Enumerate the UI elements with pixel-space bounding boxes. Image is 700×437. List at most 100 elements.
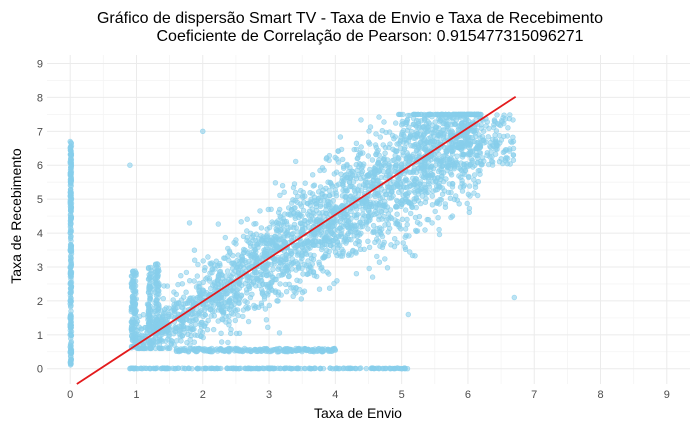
scatter-point bbox=[270, 274, 276, 281]
scatter-point bbox=[356, 365, 363, 372]
scatter-point bbox=[340, 365, 347, 371]
scatter-point bbox=[409, 204, 415, 210]
scatter-point bbox=[267, 248, 273, 255]
scatter-point bbox=[381, 119, 387, 125]
scatter-point bbox=[186, 220, 193, 226]
scatter-point bbox=[288, 200, 295, 206]
scatter-point bbox=[337, 134, 344, 140]
scatter-point bbox=[200, 258, 206, 264]
scatter-point bbox=[332, 347, 339, 353]
scatter-point bbox=[374, 149, 380, 156]
scatter-point bbox=[154, 316, 160, 322]
scatter-point bbox=[330, 237, 337, 244]
scatter-point bbox=[232, 317, 239, 324]
scatter-point bbox=[288, 248, 294, 255]
scatter-point bbox=[67, 257, 74, 263]
scatter-point bbox=[507, 112, 513, 118]
scatter-point bbox=[234, 272, 240, 279]
scatter-point bbox=[347, 365, 353, 371]
scatter-point bbox=[293, 158, 299, 165]
scatter-point bbox=[327, 347, 334, 353]
scatter-point bbox=[211, 326, 217, 333]
scatter-point bbox=[393, 120, 399, 126]
scatter-point bbox=[188, 295, 194, 301]
scatter-point bbox=[316, 286, 323, 292]
scatter-point bbox=[374, 205, 380, 211]
scatter-point bbox=[359, 199, 365, 205]
scatter-point bbox=[383, 207, 389, 214]
scatter-point bbox=[277, 281, 283, 287]
scatter-point bbox=[67, 298, 73, 304]
scatter-point bbox=[416, 213, 423, 220]
scatter-point bbox=[236, 285, 243, 291]
scatter-point bbox=[184, 300, 191, 306]
scatter-point bbox=[362, 184, 369, 191]
scatter-point bbox=[365, 238, 371, 245]
x-tick-label: 1 bbox=[133, 389, 139, 401]
scatter-point bbox=[232, 297, 239, 303]
scatter-point bbox=[226, 318, 232, 324]
scatter-point bbox=[221, 348, 228, 354]
scatter-point bbox=[262, 247, 269, 253]
scatter-point bbox=[295, 249, 301, 255]
scatter-point bbox=[236, 299, 242, 306]
scatter-point bbox=[322, 346, 328, 352]
scatter-point bbox=[224, 268, 231, 274]
scatter-point bbox=[312, 365, 319, 371]
scatter-point bbox=[475, 111, 482, 118]
scatter-point bbox=[375, 238, 382, 244]
scatter-point bbox=[402, 137, 408, 143]
scatter-point bbox=[265, 324, 271, 330]
scatter-point bbox=[473, 146, 479, 152]
scatter-point bbox=[429, 163, 435, 169]
scatter-point bbox=[382, 150, 388, 156]
scatter-point bbox=[377, 243, 383, 249]
scatter-point bbox=[233, 237, 239, 243]
scatter-point bbox=[217, 346, 223, 352]
scatter-point bbox=[284, 228, 291, 234]
scatter-point bbox=[410, 175, 416, 182]
scatter-point bbox=[372, 142, 379, 148]
scatter-point bbox=[327, 365, 333, 371]
scatter-point bbox=[400, 240, 406, 246]
scatter-point bbox=[496, 132, 503, 139]
scatter-point bbox=[293, 225, 299, 231]
scatter-point bbox=[68, 177, 75, 183]
scatter-point bbox=[278, 214, 284, 221]
scatter-point bbox=[425, 118, 431, 125]
scatter-point bbox=[225, 245, 231, 252]
scatter-point bbox=[387, 191, 393, 197]
scatter-point bbox=[351, 146, 357, 153]
scatter-point bbox=[333, 217, 339, 224]
scatter-point bbox=[156, 268, 162, 274]
scatter-point bbox=[172, 324, 178, 330]
scatter-point bbox=[181, 326, 187, 332]
scatter-point bbox=[67, 327, 74, 334]
scatter-point bbox=[376, 200, 382, 207]
scatter-point bbox=[207, 270, 213, 276]
scatter-point bbox=[179, 365, 186, 371]
scatter-point bbox=[68, 152, 74, 158]
scatter-point bbox=[155, 308, 161, 314]
scatter-point bbox=[302, 242, 308, 249]
scatter-point bbox=[219, 292, 225, 299]
scatter-point bbox=[339, 246, 345, 253]
regression-line bbox=[76, 95, 517, 385]
scatter-point bbox=[275, 289, 282, 295]
scatter-point bbox=[339, 203, 345, 209]
scatter-point bbox=[67, 264, 73, 270]
scatter-point bbox=[263, 281, 269, 288]
scatter-point bbox=[214, 299, 221, 305]
scatter-point bbox=[266, 366, 272, 372]
scatter-point bbox=[67, 230, 73, 236]
scatter-point bbox=[319, 244, 325, 250]
scatter-point bbox=[332, 366, 339, 372]
y-tick-label: 4 bbox=[37, 228, 43, 240]
scatter-point bbox=[478, 125, 485, 132]
scatter-point bbox=[213, 283, 219, 289]
scatter-point bbox=[147, 295, 153, 301]
scatter-point bbox=[353, 249, 359, 255]
scatter-point bbox=[344, 188, 350, 194]
scatter-point bbox=[289, 231, 295, 238]
